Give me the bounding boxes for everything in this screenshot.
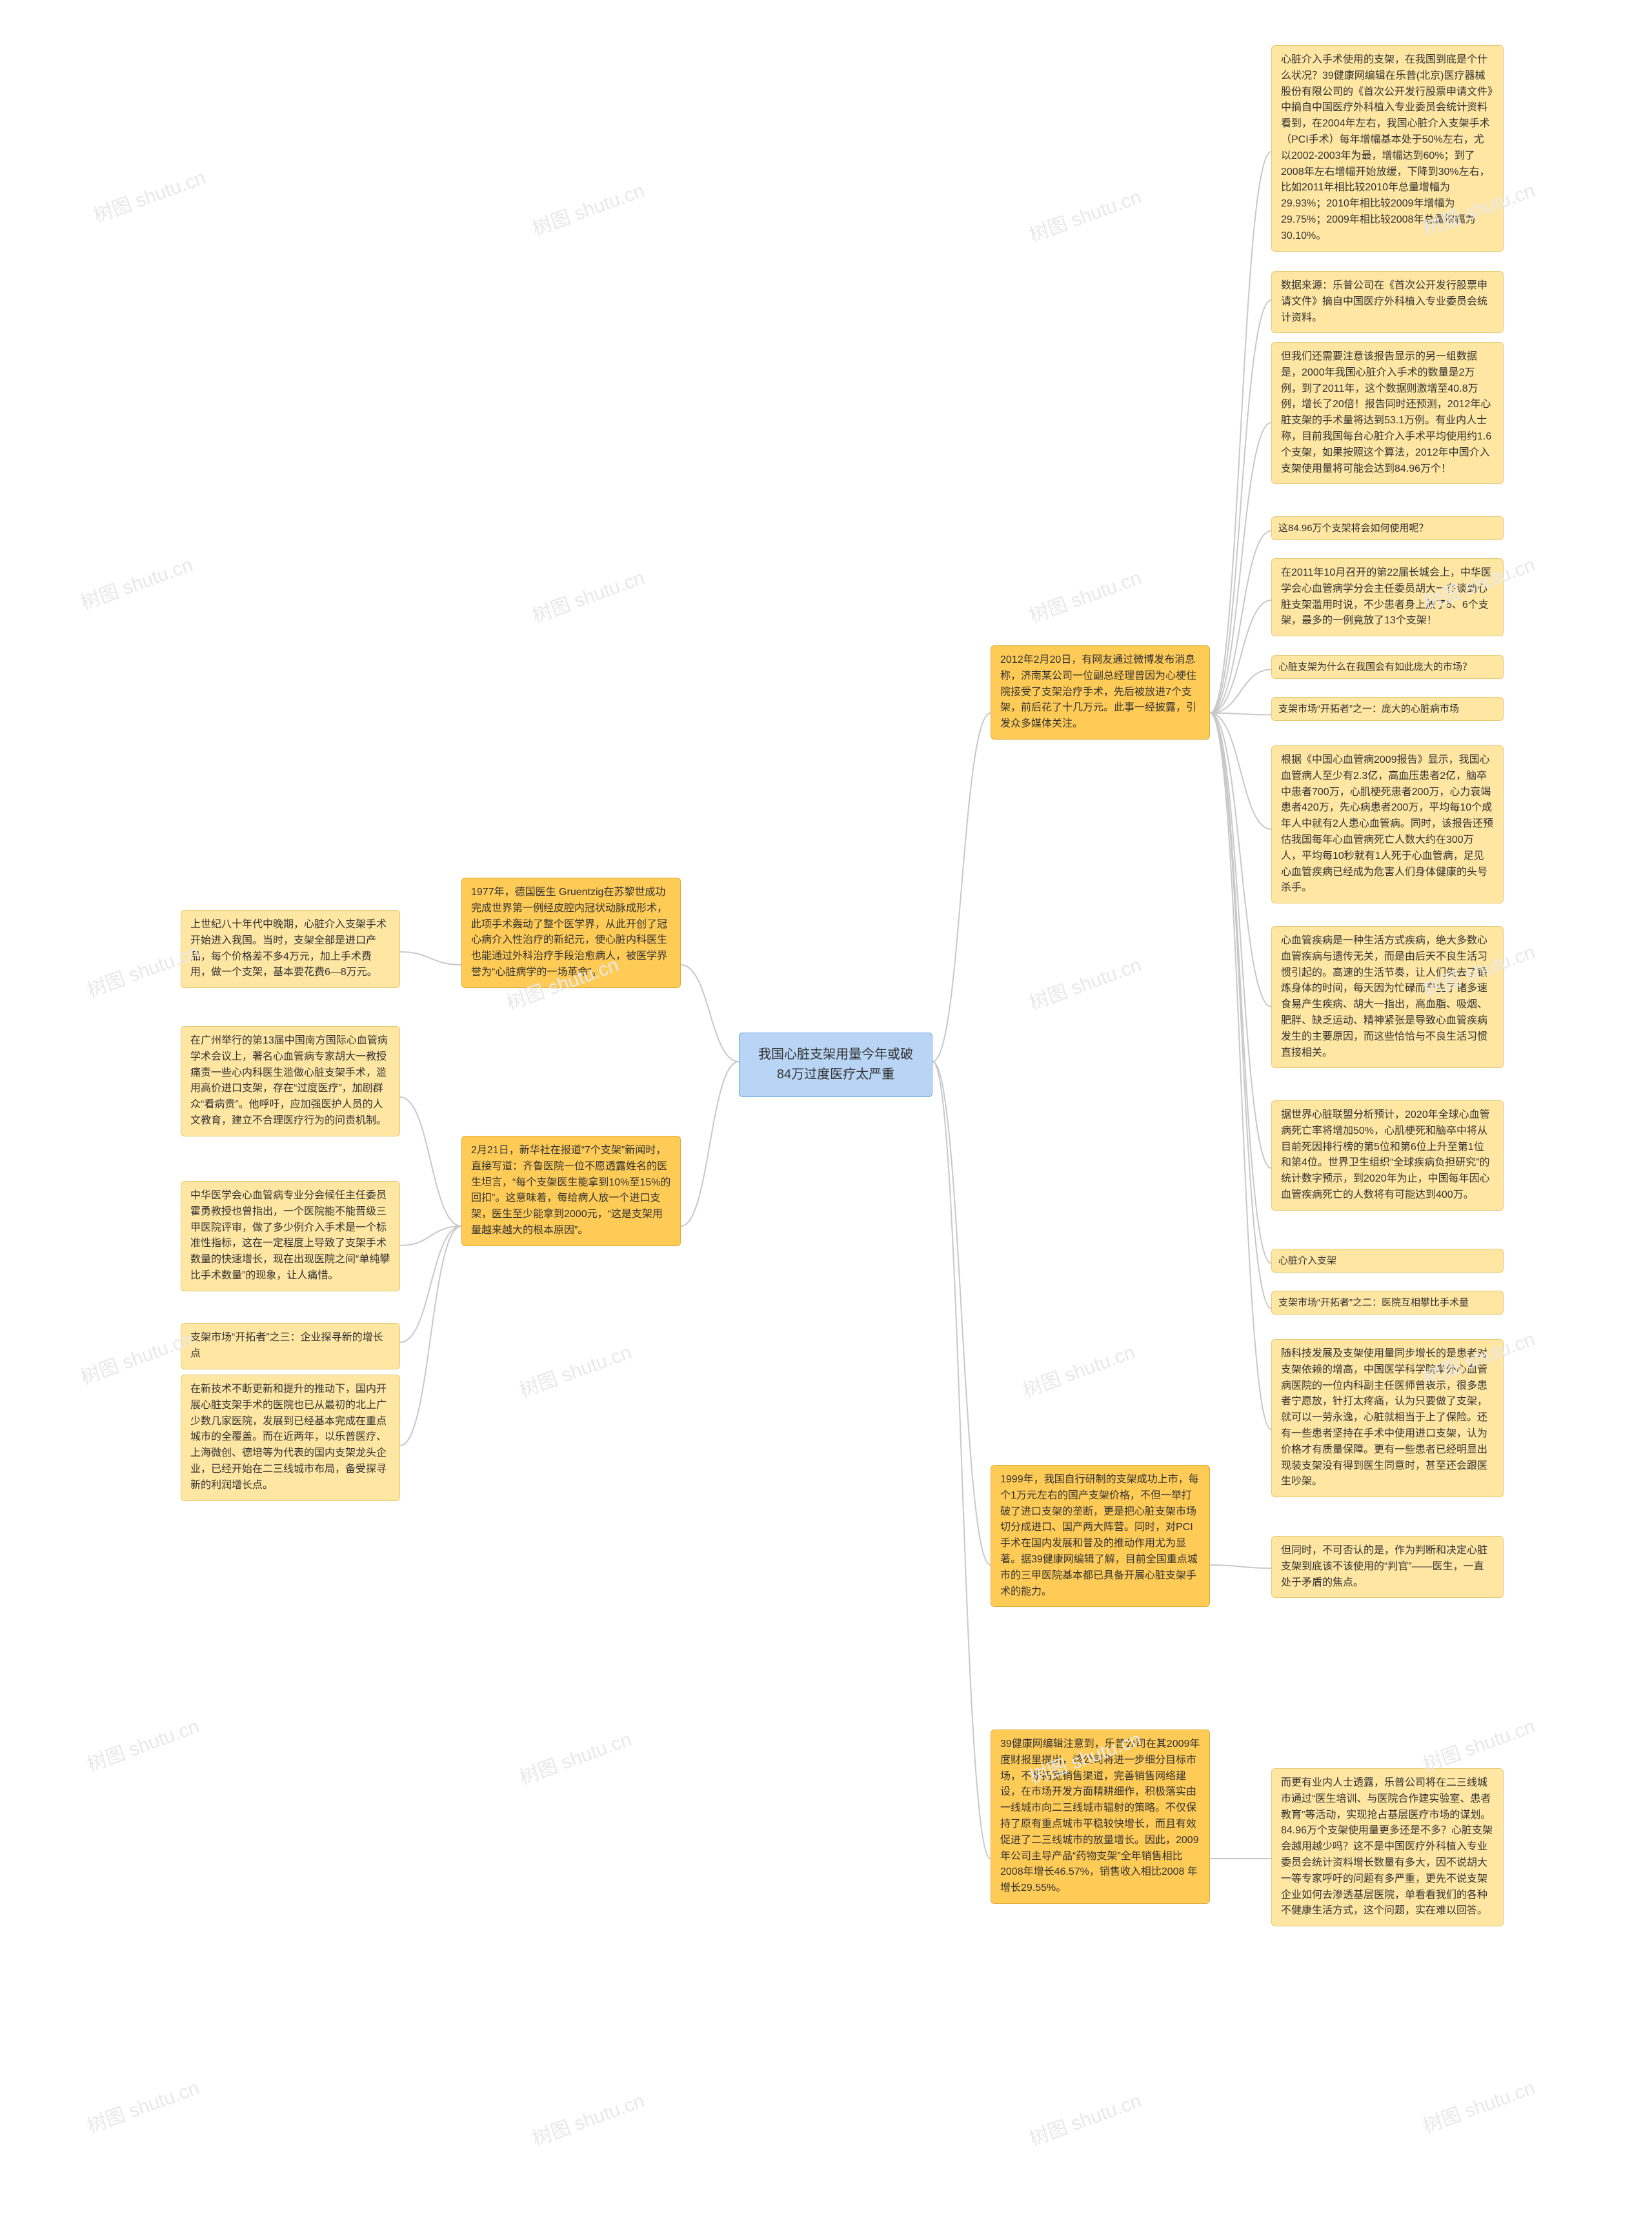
watermark: 树图 shutu.cn xyxy=(1025,2084,1145,2152)
leaf-r1i: 心血管疾病是一种生活方式疾病，绝大多数心血管疾病与遗传无关，而是由后天不良生活习… xyxy=(1271,926,1504,1068)
leaf-r1l: 支架市场“开拓者”之二：医院互相攀比手术量 xyxy=(1271,1291,1504,1315)
branch-r2: 1999年，我国自行研制的支架成功上市，每个1万元左右的国产支架价格，不但一举打… xyxy=(991,1465,1210,1607)
watermark: 树图 shutu.cn xyxy=(83,1710,203,1777)
leaf-l2b: 中华医学会心血管病专业分会候任主任委员霍勇教授也曾指出，一个医院能不能晋级三甲医… xyxy=(181,1181,400,1291)
watermark: 树图 shutu.cn xyxy=(1025,561,1145,629)
leaf-l1a: 上世纪八十年代中晚期，心脏介入支架手术开始进入我国。当时，支架全部是进口产品，每… xyxy=(181,910,400,988)
watermark: 树图 shutu.cn xyxy=(528,2084,648,2152)
leaf-r1d: 这84.96万个支架将会如何使用呢？ xyxy=(1271,516,1504,540)
watermark: 树图 shutu.cn xyxy=(1418,2072,1538,2139)
leaf-r1f: 心脏支架为什么在我国会有如此庞大的市场？ xyxy=(1271,655,1504,679)
leaf-r1b: 数据来源：乐普公司在《首次公开发行股票申请文件》摘自中国医疗外科植入专业委员会统… xyxy=(1271,271,1504,333)
watermark: 树图 shutu.cn xyxy=(76,549,196,616)
watermark: 树图 shutu.cn xyxy=(528,561,648,629)
leaf-r2a: 但同时，不可否认的是，作为判断和决定心脏支架到底该不该使用的“判官”——医生，一… xyxy=(1271,1536,1504,1598)
leaf-l2a: 在广州举行的第13届中国南方国际心血管病学术会议上，著名心血管病专家胡大一教授痛… xyxy=(181,1026,400,1136)
branch-r3: 39健康网编辑注意到，乐普公司在其2009年度财报里提出，该公司将进一步细分目标… xyxy=(991,1730,1210,1904)
branch-l1: 1977年，德国医生 Gruentzig在苏黎世成功完成世界第一例经皮腔内冠状动… xyxy=(461,878,681,988)
branch-r1: 2012年2月20日，有网友通过微博发布消息称，济南某公司一位副总经理曾因为心梗… xyxy=(991,645,1210,740)
leaf-r1m: 随科技发展及支架使用量同步增长的是患者对支架依赖的增高，中国医学科学院阜外心血管… xyxy=(1271,1339,1504,1497)
watermark: 树图 shutu.cn xyxy=(528,174,648,241)
leaf-r1a: 心脏介入手术使用的支架，在我国到底是个什么状况？39健康网编辑在乐普(北京)医疗… xyxy=(1271,45,1504,252)
watermark: 树图 shutu.cn xyxy=(83,2072,203,2139)
watermark: 树图 shutu.cn xyxy=(515,1723,635,1790)
leaf-r1h: 根据《中国心血管病2009报告》显示，我国心血管病人至少有2.3亿，高血压患者2… xyxy=(1271,745,1504,903)
leaf-r3a: 而更有业内人士透露，乐普公司将在二三线城市通过“医生培训、与医院合作建实验室、患… xyxy=(1271,1768,1504,1926)
watermark: 树图 shutu.cn xyxy=(89,161,209,228)
branch-l2: 2月21日，新华社在报道“7个支架”新闻时，直接写道：齐鲁医院一位不愿透露姓名的… xyxy=(461,1136,681,1246)
leaf-r1j: 据世界心脏联盟分析预计，2020年全球心血管病死亡率将增加50%，心肌梗死和脑卒… xyxy=(1271,1100,1504,1211)
leaf-r1c: 但我们还需要注意该报告显示的另一组数据是，2000年我国心脏介入手术的数量是2万… xyxy=(1271,342,1504,484)
leaf-r1g: 支架市场“开拓者”之一：庞大的心脏病市场 xyxy=(1271,697,1504,721)
watermark: 树图 shutu.cn xyxy=(1018,1336,1138,1403)
leaf-l2c: 支架市场“开拓者”之三：企业探寻新的增长点 xyxy=(181,1323,400,1369)
leaf-l2d: 在新技术不断更新和提升的推动下，国内开展心脏支架手术的医院也已从最初的北上广少数… xyxy=(181,1375,400,1501)
leaf-r1e: 在2011年10月召开的第22届长城会上，中华医学会心血管病学分会主任委员胡大一… xyxy=(1271,558,1504,636)
watermark: 树图 shutu.cn xyxy=(1025,949,1145,1016)
watermark: 树图 shutu.cn xyxy=(515,1336,635,1403)
watermark: 树图 shutu.cn xyxy=(1418,1710,1538,1777)
watermark: 树图 shutu.cn xyxy=(76,1323,196,1390)
watermark: 树图 shutu.cn xyxy=(1025,181,1145,248)
leaf-r1k: 心脏介入支架 xyxy=(1271,1249,1504,1273)
center-node: 我国心脏支架用量今年或破84万过度医疗太严重 xyxy=(739,1033,932,1097)
